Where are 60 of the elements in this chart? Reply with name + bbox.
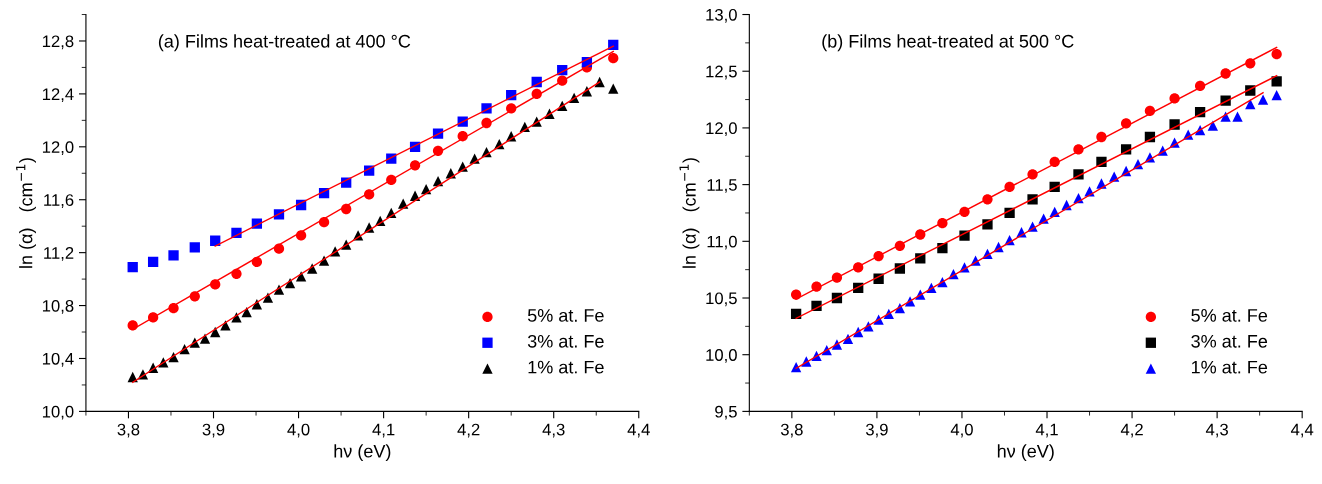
annotation: (a) Films heat-treated at 400 °C bbox=[158, 34, 411, 52]
y-tick-label: 10,5 bbox=[706, 292, 737, 307]
point bbox=[1207, 120, 1219, 131]
x-tick-label: 4,2 bbox=[457, 423, 480, 438]
x-tick-label: 3,9 bbox=[865, 423, 888, 438]
point bbox=[147, 256, 159, 268]
point bbox=[295, 271, 307, 282]
x-tick-label: 4,3 bbox=[1205, 423, 1228, 438]
legend-label: 3% at. Fe bbox=[527, 334, 604, 348]
y-tick-label: 12,5 bbox=[706, 65, 737, 80]
x-axis-title: hν (eV) bbox=[334, 444, 391, 462]
x-tick-label: 4,4 bbox=[1290, 423, 1314, 438]
point bbox=[608, 83, 619, 94]
x-tick-label: 3,8 bbox=[117, 423, 140, 438]
x-tick-label: 4,2 bbox=[1120, 423, 1143, 438]
y-axis-title: ln (α) (cm$^{−1}$) bbox=[679, 158, 700, 268]
point bbox=[608, 53, 619, 64]
x-tick-label: 4,0 bbox=[950, 423, 973, 438]
legend-label: 1% at. Fe bbox=[528, 360, 604, 374]
y-tick-label: 11,0 bbox=[707, 235, 737, 250]
y-tick-label: 11,6 bbox=[44, 194, 74, 208]
point bbox=[1271, 89, 1282, 101]
point bbox=[220, 320, 231, 331]
point bbox=[127, 371, 138, 383]
point bbox=[262, 292, 274, 303]
y-tick-label: 10,0 bbox=[42, 405, 74, 420]
point bbox=[1271, 49, 1282, 60]
legend-label: 1% at. Fe bbox=[1191, 360, 1268, 374]
legend-label: 3% at. Fe bbox=[1191, 334, 1268, 348]
x-tick-label: 3,8 bbox=[780, 423, 803, 438]
point bbox=[1232, 111, 1243, 122]
x-tick-label: 4,3 bbox=[542, 423, 565, 438]
y-tick-label: 13,0 bbox=[706, 8, 737, 23]
y-tick-label: 12,4 bbox=[42, 88, 74, 103]
y-axis-title: ln (α) (cm$^{−1}$) bbox=[16, 158, 36, 268]
y-tick-label: 11,5 bbox=[707, 179, 737, 193]
x-tick-label: 4,0 bbox=[287, 423, 310, 438]
x-axis-title: hν (eV) bbox=[997, 444, 1054, 462]
annotation: (b) Films heat-treated at 500 °C bbox=[822, 34, 1074, 52]
point bbox=[127, 262, 138, 273]
y-tick-label: 12,0 bbox=[42, 141, 74, 155]
point bbox=[210, 326, 221, 338]
point bbox=[1271, 76, 1282, 87]
legend-label: 5% at. Fe bbox=[1191, 309, 1268, 322]
point bbox=[1257, 94, 1269, 105]
y-tick-label: 12,8 bbox=[42, 35, 74, 50]
x-tick-label: 3,9 bbox=[202, 423, 225, 438]
y-tick-label: 12,0 bbox=[706, 122, 737, 137]
x-tick-label: 4,1 bbox=[1035, 423, 1058, 438]
legend-label: 5% at. Fe bbox=[527, 309, 604, 322]
y-tick-label: 10,0 bbox=[706, 349, 737, 363]
y-tick-label: 11,2 bbox=[44, 247, 74, 261]
y-tick-label: 10,8 bbox=[42, 299, 74, 314]
point bbox=[199, 333, 211, 344]
point bbox=[189, 242, 200, 253]
y-tick-label: 9,5 bbox=[715, 405, 737, 420]
point bbox=[168, 250, 179, 261]
y-tick-label: 10,4 bbox=[42, 352, 74, 367]
x-tick-label: 4,4 bbox=[627, 423, 650, 438]
x-tick-label: 4,1 bbox=[372, 423, 395, 438]
